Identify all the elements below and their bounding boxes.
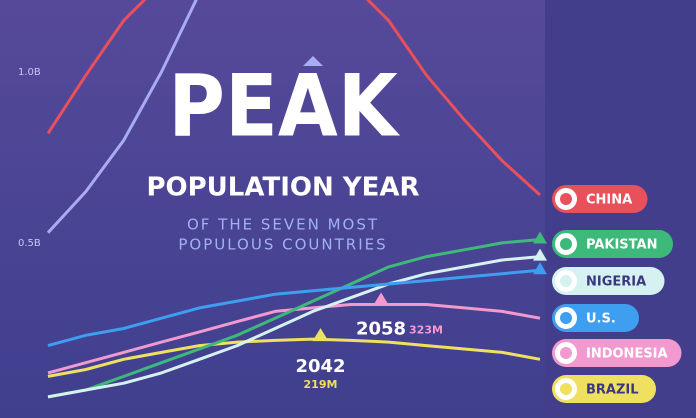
end-marker [533, 248, 547, 261]
annotation-value: 219M [304, 378, 338, 391]
description: OF THE SEVEN MOST [187, 216, 379, 234]
legend-label: U.S. [586, 312, 616, 327]
series-line [47, 255, 541, 399]
series-line [46, 0, 198, 234]
title: PEAK [168, 56, 400, 156]
legend-pill [552, 375, 656, 403]
legend-label: NIGERIA [586, 275, 646, 290]
legend-flag-center [560, 238, 572, 250]
peak-marker [312, 328, 329, 342]
peak-marker [373, 292, 390, 306]
subtitle: POPULATION YEAR [146, 173, 419, 203]
legend-label: INDONESIA [586, 347, 668, 362]
legend-pill [552, 230, 673, 258]
series-line [46, 0, 542, 197]
annotation-year: 2042 [295, 356, 345, 377]
legend-flag-center [560, 347, 572, 359]
legend-label: PAKISTAN [586, 238, 657, 253]
series-line [47, 268, 541, 348]
end-marker [533, 262, 547, 275]
legend-flag-center [560, 275, 572, 287]
legend-label: CHINA [586, 193, 632, 208]
series-line [47, 337, 541, 378]
title-decoration [303, 56, 323, 66]
description: POPULOUS COUNTRIES [178, 236, 387, 254]
annotation-year: 2058 [356, 318, 406, 339]
legend-pill [552, 267, 665, 295]
legend-flag-center [560, 383, 572, 395]
legend-label: BRAZIL [586, 383, 639, 398]
y-tick-label: 1.0B [18, 67, 41, 78]
end-marker [533, 231, 547, 244]
legend-pill [552, 339, 682, 367]
legend-flag-center [560, 312, 572, 324]
legend-flag-center [560, 193, 572, 205]
annotation-value: 323M [409, 323, 443, 336]
y-tick-label: 0.5B [18, 238, 41, 249]
series-line [47, 238, 541, 399]
